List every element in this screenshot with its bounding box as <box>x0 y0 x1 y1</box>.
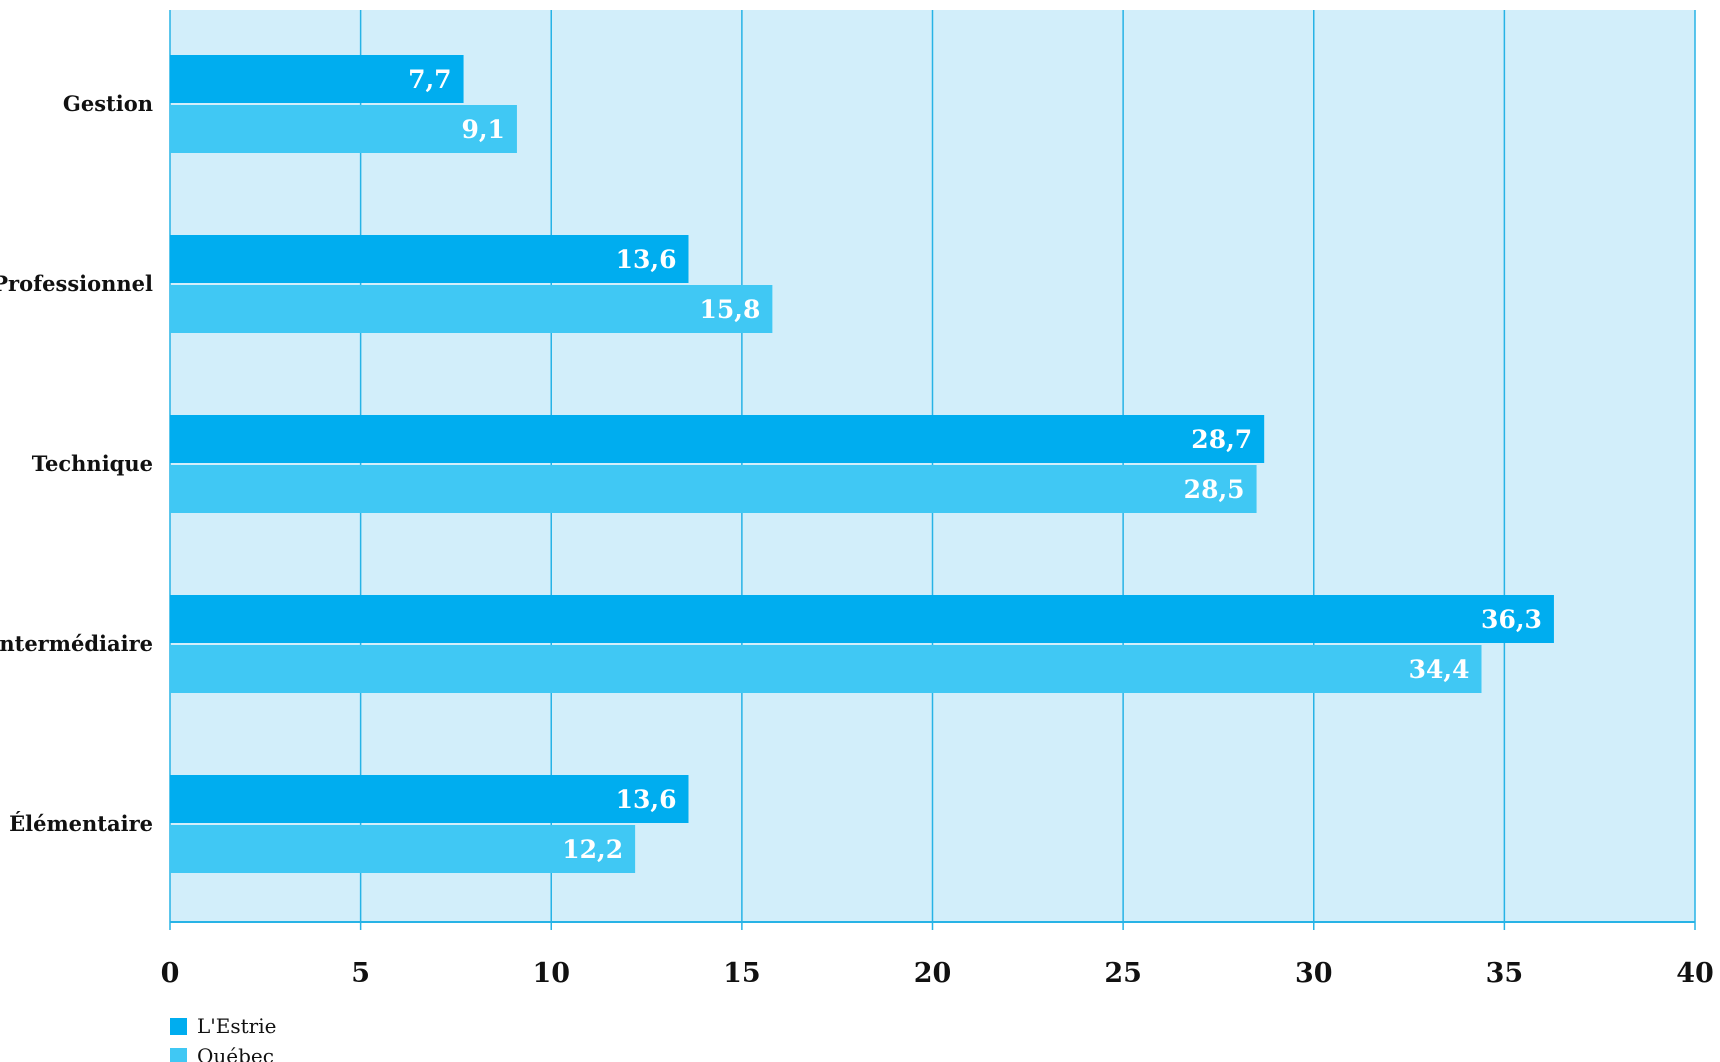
legend-swatch-quebec <box>170 1048 187 1062</box>
x-tick-label: 30 <box>1295 958 1333 989</box>
category-label: Intermédiaire <box>0 631 153 656</box>
bar-value-label: 13,6 <box>616 245 677 274</box>
legend-label-estrie: L'Estrie <box>197 1014 276 1038</box>
bar <box>170 645 1482 693</box>
x-tick-label: 20 <box>914 958 952 989</box>
bars: 7,7 9,1 13,6 15,8 28,7 28,5 36,3 34,4 13,6 12,2 <box>170 55 1554 873</box>
category-label: Professionnel <box>0 271 153 296</box>
bar <box>170 105 517 153</box>
bar <box>170 55 464 103</box>
x-axis-ticks: 0 5 10 15 20 25 30 35 40 <box>161 958 1714 989</box>
bar <box>170 285 773 333</box>
legend-label-quebec: Québec <box>197 1044 274 1062</box>
bar <box>170 595 1554 643</box>
bar-value-label: 13,6 <box>616 785 677 814</box>
bar-value-label: 28,7 <box>1191 425 1252 454</box>
legend: L'Estrie Québec <box>170 1014 276 1062</box>
category-labels: Gestion Professionnel Technique Intermédiai… <box>0 91 153 836</box>
category-label: Élémentaire <box>9 811 153 836</box>
bar-value-label: 34,4 <box>1409 655 1470 684</box>
x-tick-label: 40 <box>1676 958 1714 989</box>
bar-value-label: 36,3 <box>1481 605 1542 634</box>
bar-value-label: 9,1 <box>461 115 505 144</box>
bar <box>170 825 636 873</box>
x-tick-label: 5 <box>351 958 370 989</box>
x-tick-label: 25 <box>1104 958 1142 989</box>
bar <box>170 465 1257 513</box>
bar <box>170 775 689 823</box>
legend-swatch-estrie <box>170 1018 187 1035</box>
category-label: Gestion <box>63 91 153 116</box>
category-label: Technique <box>32 451 153 476</box>
bar-value-label: 15,8 <box>699 295 760 324</box>
x-tick-label: 15 <box>723 958 761 989</box>
x-tick-label: 35 <box>1486 958 1524 989</box>
bar <box>170 415 1265 463</box>
bar <box>170 235 689 283</box>
x-tick-label: 10 <box>532 958 570 989</box>
bar-value-label: 12,2 <box>562 835 623 864</box>
x-tick-label: 0 <box>161 958 180 989</box>
bar-value-label: 7,7 <box>408 65 452 94</box>
bar-value-label: 28,5 <box>1184 475 1245 504</box>
